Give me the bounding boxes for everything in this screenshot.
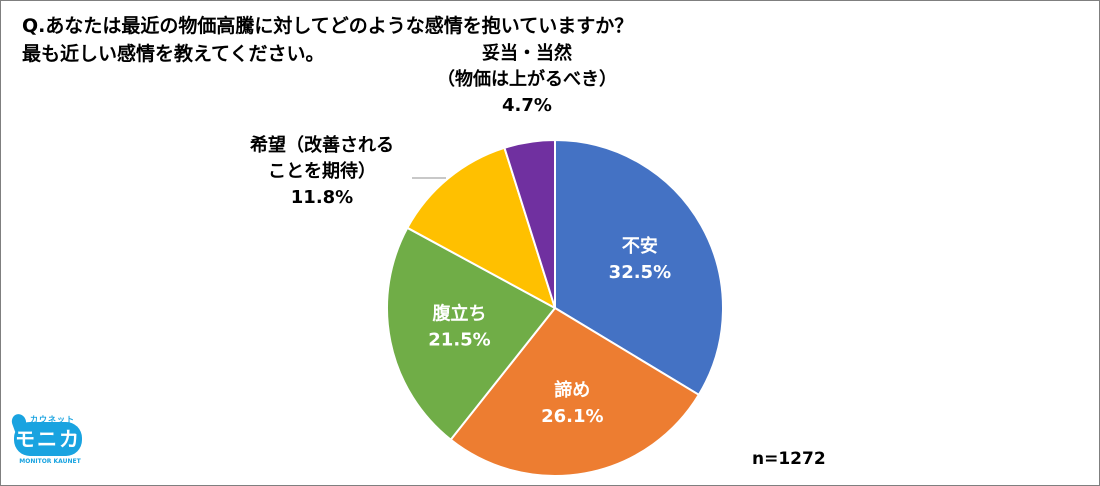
logo-top-text: カウネット xyxy=(30,415,75,424)
slice-name-label-4: ことを期待） xyxy=(268,160,376,182)
sample-size-label: n=1272 xyxy=(752,449,826,469)
pie-slice-5 xyxy=(503,138,556,309)
slice-value-label-3: 21.5% xyxy=(428,330,490,351)
pie-slice-1 xyxy=(554,138,724,397)
pie-slice-3 xyxy=(386,226,557,442)
title-line-1: Q.あなたは最近の物価高騰に対してどのような感情を抱いていますか？ xyxy=(22,15,634,37)
slice-name-label-3: 腹立ち xyxy=(433,303,487,325)
slice-value-label-5: 4.7% xyxy=(502,95,552,116)
pie-slice-4 xyxy=(406,146,557,311)
logo-sub-text: MONITOR KAUNET xyxy=(19,458,81,465)
slice-value-label-1: 32.5% xyxy=(609,262,671,283)
monika-logo: カウネット モニカ MONITOR KAUNET xyxy=(9,412,90,468)
slice-name-label-5: （物価は上がるべき） xyxy=(437,68,617,90)
slice-name-label-4: 希望（改善される xyxy=(250,134,394,156)
chart-title: Q.あなたは最近の物価高騰に対してどのような感情を抱いていますか？ 最も近しい感… xyxy=(22,12,782,68)
slice-name-label-2: 諦め xyxy=(554,379,590,401)
pie-slices xyxy=(386,138,724,477)
pie-slice-2 xyxy=(449,306,701,477)
slice-value-label-2: 26.1% xyxy=(541,406,603,427)
slice-name-label-1: 不安 xyxy=(622,235,658,257)
title-line-2: 最も近しい感情を教えてください。 xyxy=(22,43,325,65)
slice-value-label-4: 11.8% xyxy=(291,187,353,208)
logo-bubble xyxy=(14,422,82,456)
slice-name-label-5: 妥当・当然 xyxy=(482,42,572,64)
logo-main-text: モニカ xyxy=(15,427,81,451)
